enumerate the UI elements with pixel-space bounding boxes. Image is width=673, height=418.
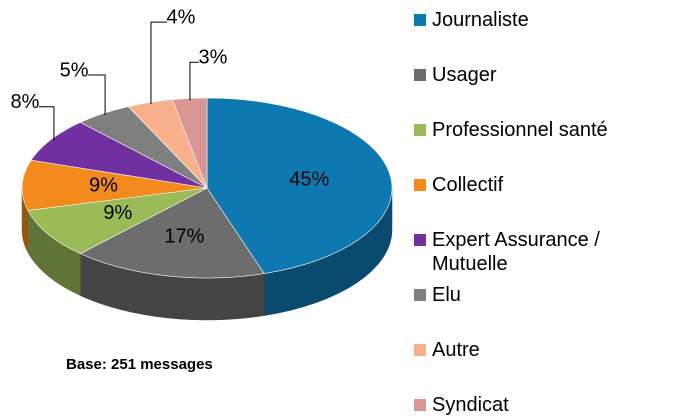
legend-item: Elu [414, 283, 669, 307]
leader-line [88, 74, 106, 116]
leader-line [150, 21, 167, 105]
legend-swatch [414, 124, 426, 136]
legend-item: Professionnel santé [414, 118, 669, 142]
leader-line [189, 61, 199, 101]
legend-swatch [414, 234, 426, 246]
slice [30, 122, 208, 189]
legend-swatch [414, 344, 426, 356]
legend-label: Professionnel santé [432, 119, 608, 141]
data-label: 4% [167, 6, 196, 28]
slice [27, 187, 208, 254]
legend-swatch [414, 399, 426, 411]
legend-swatch [414, 179, 426, 191]
legend-item: Syndicat [414, 393, 669, 417]
legend-item: Usager [414, 63, 669, 87]
leader-line [38, 106, 55, 141]
legend-label: Usager [432, 64, 497, 86]
legend-swatch [414, 289, 426, 301]
slice [206, 97, 393, 274]
legend-item: Collectif [414, 173, 669, 197]
data-label: 9% [103, 202, 132, 224]
data-label: 9% [89, 175, 118, 197]
data-label: 45% [289, 168, 329, 190]
legend-item: Autre [414, 338, 669, 362]
legend-label: Collectif [432, 174, 504, 196]
legend-label: Syndicat [432, 394, 509, 416]
legend-label: Autre [432, 339, 480, 361]
annotation: Base: 251 messages [66, 356, 213, 373]
legend-label: Journaliste [432, 9, 529, 31]
data-label: 8% [10, 91, 39, 113]
data-label: 5% [60, 59, 89, 81]
data-label: 3% [198, 46, 227, 68]
data-label: 17% [164, 225, 204, 247]
legend-swatch [414, 14, 426, 26]
legend-label: Expert Assurance / Mutuelle [432, 229, 600, 275]
legend-item: Journaliste [414, 8, 669, 32]
legend-swatch [414, 69, 426, 81]
slice [79, 187, 265, 279]
legend-label: Elu [432, 284, 461, 306]
slice [21, 159, 208, 211]
legend-item: Expert Assurance / Mutuelle [414, 228, 669, 276]
